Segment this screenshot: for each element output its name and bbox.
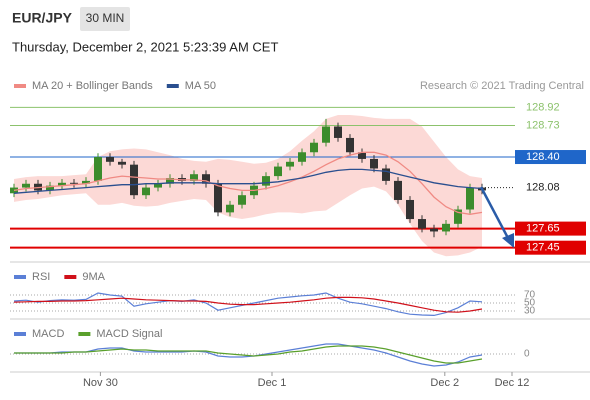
- legend-label: MACD Signal: [96, 328, 162, 340]
- legend-label: RSI: [32, 271, 50, 283]
- candle-body: [370, 158, 378, 169]
- y-tick-label: 70: [524, 290, 536, 301]
- candle-body: [154, 183, 162, 188]
- candle-body: [358, 152, 366, 159]
- price-level-label: 128.73: [526, 119, 560, 131]
- x-tick-label: Dec 1: [258, 377, 287, 389]
- candle-body: [262, 176, 270, 186]
- legend-label: 9MA: [82, 271, 105, 283]
- price-level-box: [515, 221, 586, 236]
- candle-body: [406, 199, 414, 220]
- candle-body: [10, 187, 18, 194]
- credit: Research © 2021 Trading Central: [420, 80, 584, 92]
- price-level-box: [515, 240, 586, 255]
- bollinger-band: [14, 115, 482, 257]
- price-level-label: 127.65: [526, 223, 560, 235]
- candle-body: [346, 137, 354, 153]
- forecast-arrowhead: [502, 233, 514, 248]
- price-level-label: 128.92: [526, 101, 560, 113]
- datetime: Thursday, December 2, 2021 5:23:39 AM CE…: [12, 39, 278, 54]
- x-tick-label: Dec 12: [495, 377, 530, 389]
- candle-body: [58, 182, 66, 186]
- legend-swatch: [14, 84, 26, 88]
- forecast-arrow: [479, 186, 510, 239]
- price-level-label: 128.40: [526, 151, 560, 163]
- candle-body: [334, 126, 342, 138]
- candle-body: [190, 174, 198, 181]
- candle-body: [454, 209, 462, 224]
- candle-body: [430, 228, 438, 232]
- candle-body: [226, 204, 234, 213]
- y-tick-label: 0: [524, 349, 530, 360]
- ma-line: [13, 168, 483, 194]
- candle-body: [286, 161, 294, 167]
- y-tick-label: 30: [524, 306, 536, 317]
- indicator-line: [13, 296, 483, 313]
- candle-body: [82, 180, 90, 184]
- candle-body: [238, 195, 246, 205]
- legend-swatch: [166, 84, 179, 88]
- price-level-label: 128.08: [526, 181, 560, 193]
- ma-line: [13, 151, 483, 215]
- candle-body: [394, 180, 402, 200]
- legend-swatch: [78, 332, 91, 336]
- candle-body: [202, 174, 210, 184]
- candle-body: [298, 152, 306, 162]
- candle-body: [322, 126, 330, 143]
- candle-body: [310, 142, 318, 153]
- indicator-line: [14, 343, 483, 367]
- candle-body: [118, 161, 126, 165]
- legend-label: MA 50: [185, 80, 216, 92]
- legend-label: MACD: [32, 328, 64, 340]
- legend-label: MA 20 + Bollinger Bands: [32, 80, 153, 92]
- candle-body: [214, 183, 222, 213]
- plot: 128.92 128.73 128.40 128.08 127.65 127.45 MA 2…: [10, 80, 586, 389]
- candle-body: [418, 219, 426, 229]
- indicator-line: [14, 345, 483, 364]
- candle-body: [94, 157, 102, 181]
- x-tick-label: Nov 30: [83, 377, 118, 389]
- candle-body: [130, 164, 138, 196]
- y-tick-label: 50: [524, 298, 536, 309]
- timeframe-badge: [80, 7, 130, 31]
- candle-body: [70, 182, 78, 184]
- candle-body: [22, 183, 30, 188]
- candle-body: [382, 168, 390, 181]
- candle-body: [106, 157, 114, 162]
- symbol: EUR/JPY: [12, 10, 73, 26]
- candle-body: [142, 187, 150, 196]
- candle-body: [442, 223, 450, 232]
- candle-body: [46, 185, 54, 191]
- timeframe: 30 MIN: [86, 11, 125, 25]
- candle-body: [166, 178, 174, 184]
- x-tick-label: Dec 2: [430, 377, 459, 389]
- legend-swatch: [14, 275, 26, 279]
- legend-swatch: [14, 332, 26, 336]
- candle-body: [466, 187, 474, 210]
- price-level-label: 127.45: [526, 242, 560, 254]
- candle-body: [274, 166, 282, 177]
- price-level-box: [515, 150, 586, 165]
- legend-swatch: [64, 275, 77, 279]
